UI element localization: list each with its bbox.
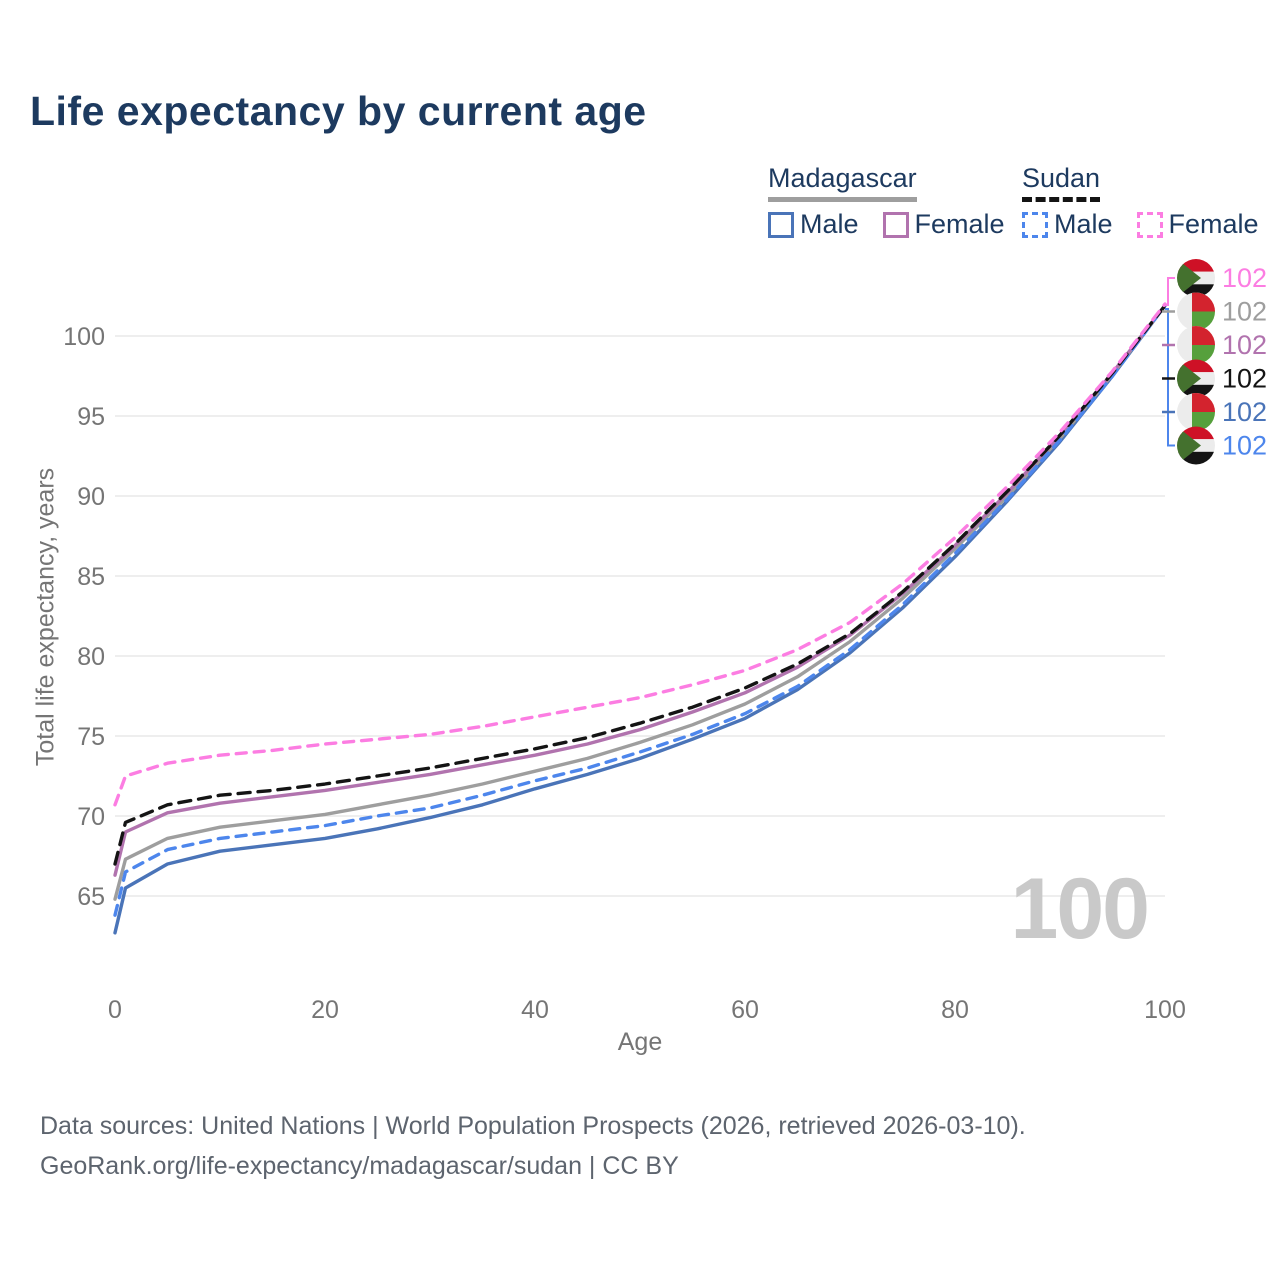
legend-item-sudan-male[interactable]: Male xyxy=(1022,209,1113,240)
age-counter-watermark: 100 xyxy=(1010,861,1150,957)
x-axis-title: Age xyxy=(617,1028,663,1056)
x-tick-label-80: 80 xyxy=(941,996,969,1024)
legend-item-label: Male xyxy=(800,209,859,239)
sudan-male-swatch-icon xyxy=(1022,211,1048,238)
series-line-madagascar-female[interactable] xyxy=(113,303,1167,877)
footer-data-sources: Data sources: United Nations | World Pop… xyxy=(40,1112,1026,1140)
end-value-madagascar-all: 102 xyxy=(1222,297,1267,327)
series-line-sudan-all[interactable] xyxy=(113,303,1167,866)
y-tick-label-100: 100 xyxy=(63,323,105,351)
legend-item-madagascar-male[interactable]: Male xyxy=(768,209,859,240)
end-value-madagascar-male: 102 xyxy=(1222,397,1267,427)
y-tick-label-80: 80 xyxy=(77,643,105,671)
legend-item-label: Male xyxy=(1054,209,1113,239)
legend-item-label: Female xyxy=(1168,209,1259,239)
end-value-sudan-male: 102 xyxy=(1222,431,1267,461)
series-line-madagascar-male[interactable] xyxy=(113,303,1167,935)
legend-group-sudan: Sudan Male Female xyxy=(1022,163,1259,240)
footer: Data sources: United Nations | World Pop… xyxy=(40,1106,1026,1186)
madagascar-flag-icon xyxy=(1177,393,1215,431)
end-value-sudan-female: 102 xyxy=(1222,263,1267,293)
y-tick-label-70: 70 xyxy=(77,803,105,831)
sudan-flag-icon xyxy=(1177,427,1215,465)
y-tick-label-65: 65 xyxy=(77,883,105,911)
madagascar-flag-icon xyxy=(1177,326,1215,364)
y-tick-label-95: 95 xyxy=(77,403,105,431)
legend-country-sudan: Sudan xyxy=(1022,163,1101,202)
x-tick-label-0: 0 xyxy=(108,996,122,1024)
y-axis-title: Total life expectancy, years xyxy=(31,467,60,767)
grid-layer: 65 70 75 80 85 90 95 100 0 20 40 60 80 100 xyxy=(63,323,1186,1024)
footer-attribution: GeoRank.org/life-expectancy/madagascar/s… xyxy=(40,1152,679,1180)
y-tick-label-85: 85 xyxy=(77,563,105,591)
madagascar-flag-icon xyxy=(1177,293,1215,331)
page-title: Life expectancy by current age xyxy=(30,88,647,134)
series-line-madagascar-all[interactable] xyxy=(113,303,1167,901)
series-layer xyxy=(113,302,1167,935)
madagascar-male-swatch-icon xyxy=(768,211,794,238)
series-line-sudan-male[interactable] xyxy=(113,303,1167,917)
sudan-flag-icon xyxy=(1177,259,1215,297)
y-tick-label-90: 90 xyxy=(77,483,105,511)
legend-item-label: Female xyxy=(914,209,1005,239)
sudan-female-swatch-icon xyxy=(1136,211,1163,238)
x-tick-label-60: 60 xyxy=(731,996,759,1024)
sudan-flag-icon xyxy=(1177,360,1215,398)
y-tick-label-75: 75 xyxy=(77,723,105,751)
madagascar-female-swatch-icon xyxy=(882,211,909,238)
x-tick-label-20: 20 xyxy=(311,996,339,1024)
end-value-sudan-all: 102 xyxy=(1222,364,1267,394)
legend-item-madagascar-female[interactable]: Female xyxy=(882,209,1005,240)
x-tick-label-40: 40 xyxy=(521,996,549,1024)
series-line-sudan-female[interactable] xyxy=(113,302,1167,807)
leader-line-top xyxy=(1165,277,1175,306)
legend-group-madagascar: Madagascar Male Female xyxy=(768,163,1005,240)
legend-item-sudan-female[interactable]: Female xyxy=(1136,209,1259,240)
end-value-madagascar-female: 102 xyxy=(1222,330,1267,360)
x-tick-label-100: 100 xyxy=(1144,996,1186,1024)
legend-country-madagascar: Madagascar xyxy=(768,163,917,202)
